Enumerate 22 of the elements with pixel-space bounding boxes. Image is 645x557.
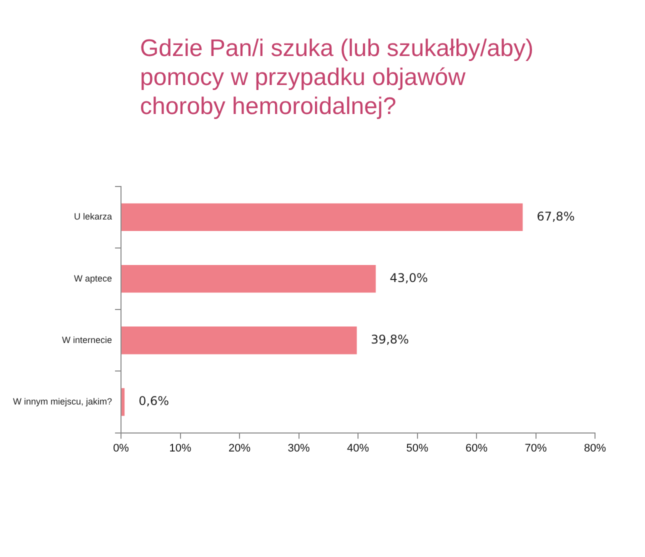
- chart-title: Gdzie Pan/i szuka (lub szukałby/aby) pomocy w przypadku objawów choroby hemoroidalnej?: [140, 34, 535, 121]
- data-label: 67,8%: [536, 209, 575, 224]
- x-tick-label: 30%: [288, 442, 310, 454]
- x-tick-label: 20%: [228, 442, 251, 454]
- x-tick-label: 50%: [406, 442, 428, 454]
- x-tick-label: 60%: [465, 442, 488, 454]
- bar: [122, 264, 376, 293]
- y-tick-label: U lekarza: [74, 212, 112, 222]
- bar: [122, 388, 125, 416]
- y-tick-label: W internecie: [62, 334, 112, 345]
- x-tick-label: 40%: [346, 442, 370, 454]
- bar: [122, 203, 523, 232]
- data-label: 43,0%: [390, 270, 428, 285]
- x-tick-label: 70%: [524, 442, 547, 454]
- data-label: 39,8%: [370, 332, 409, 347]
- x-tick-label: 0%: [113, 442, 130, 454]
- data-label: 0,6%: [138, 394, 170, 408]
- x-tick-label: 10%: [169, 442, 192, 454]
- x-tick-label: 80%: [584, 442, 606, 454]
- y-tick-label: W aptece: [74, 273, 112, 284]
- y-tick-label: W innym miejscu, jakim?: [12, 396, 112, 406]
- bar: [122, 326, 357, 354]
